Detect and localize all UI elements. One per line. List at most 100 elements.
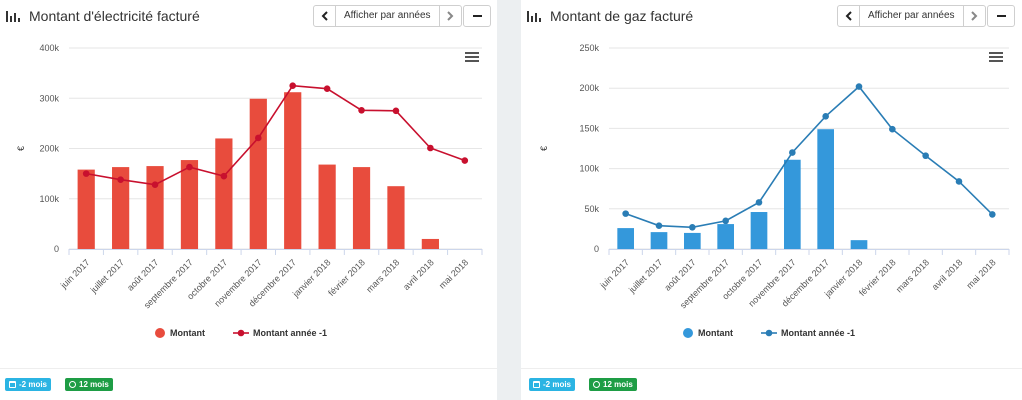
- bar[interactable]: [146, 166, 164, 249]
- bar[interactable]: [421, 238, 439, 249]
- view-by-years-button[interactable]: Afficher par années: [344, 10, 431, 21]
- legend-item[interactable]: Montant: [170, 328, 205, 338]
- data-point[interactable]: [461, 157, 469, 164]
- data-point[interactable]: [722, 217, 729, 225]
- x-tick-label: août 2017: [662, 257, 697, 292]
- x-tick-label: juillet 2017: [88, 257, 126, 295]
- data-point[interactable]: [955, 178, 963, 185]
- bar[interactable]: [249, 98, 267, 249]
- bar[interactable]: [817, 129, 834, 249]
- data-point[interactable]: [989, 211, 996, 218]
- data-point[interactable]: [622, 210, 629, 217]
- series-line: [86, 84, 466, 186]
- minus-icon[interactable]: [987, 5, 1015, 27]
- y-axis-title: €: [16, 146, 26, 151]
- view-by-years-button[interactable]: Afficher par années: [868, 10, 955, 21]
- data-point[interactable]: [889, 125, 896, 133]
- y-tick-label: 0: [54, 244, 59, 254]
- data-point[interactable]: [755, 199, 763, 206]
- gas-panel: Montant de gaz facturé Afficher par anné…: [521, 0, 1022, 400]
- legend-marker[interactable]: [237, 329, 245, 337]
- x-tick-label: mai 2018: [437, 257, 470, 290]
- data-point[interactable]: [358, 107, 365, 114]
- legend-marker[interactable]: [683, 328, 693, 338]
- minus-icon[interactable]: [463, 5, 491, 27]
- hamburger-menu-icon[interactable]: [989, 52, 1003, 63]
- series-line: [625, 85, 993, 229]
- data-point[interactable]: [689, 223, 696, 231]
- data-point[interactable]: [855, 83, 863, 90]
- chevron-left-icon[interactable]: [838, 6, 860, 26]
- data-point[interactable]: [289, 82, 297, 89]
- bar[interactable]: [352, 167, 371, 249]
- period-badge: -2 mois: [529, 378, 576, 391]
- bar[interactable]: [77, 169, 95, 249]
- bar-chart-icon: [527, 11, 541, 22]
- panel-title: Montant de gaz facturé: [550, 8, 694, 24]
- x-tick-label: mars 2018: [364, 257, 401, 294]
- bar[interactable]: [717, 224, 734, 249]
- data-point[interactable]: [822, 113, 829, 120]
- y-tick-label: 300k: [39, 93, 59, 103]
- data-point[interactable]: [323, 85, 331, 93]
- bar[interactable]: [684, 232, 701, 249]
- period-navigator: Afficher par années: [837, 5, 986, 27]
- bar-chart-icon: [6, 11, 20, 22]
- y-tick-label: 100k: [579, 164, 599, 174]
- data-point[interactable]: [186, 163, 193, 171]
- x-tick-label: février 2018: [326, 257, 367, 298]
- hamburger-menu-icon[interactable]: [465, 52, 479, 63]
- y-tick-label: 400k: [39, 43, 59, 53]
- data-point[interactable]: [151, 181, 159, 188]
- data-point[interactable]: [922, 152, 929, 160]
- bar[interactable]: [784, 159, 801, 249]
- bar[interactable]: [617, 228, 634, 249]
- bar[interactable]: [180, 160, 199, 249]
- clock-icon: [69, 381, 76, 388]
- legend-marker[interactable]: [765, 329, 773, 337]
- chevron-right-icon[interactable]: [962, 6, 985, 26]
- y-tick-label: 50k: [584, 204, 599, 214]
- x-tick-label: mai 2018: [964, 257, 997, 290]
- legend-item[interactable]: Montant: [698, 328, 733, 338]
- data-point[interactable]: [82, 170, 90, 177]
- bar[interactable]: [750, 212, 768, 249]
- data-point[interactable]: [392, 107, 400, 115]
- x-tick-label: juin 2017: [58, 257, 92, 291]
- x-tick-label: juin 2017: [597, 257, 631, 291]
- bar[interactable]: [387, 186, 405, 249]
- data-point[interactable]: [254, 134, 262, 142]
- bar[interactable]: [284, 92, 302, 249]
- y-axis-title: €: [539, 146, 549, 151]
- x-tick-label: août 2017: [125, 257, 160, 292]
- divider: [521, 368, 1022, 369]
- chevron-right-icon[interactable]: [438, 6, 461, 26]
- chevron-left-icon[interactable]: [314, 6, 336, 26]
- data-point[interactable]: [117, 176, 124, 183]
- bar[interactable]: [112, 167, 130, 249]
- y-tick-label: 200k: [39, 144, 59, 154]
- bar[interactable]: [850, 240, 868, 249]
- data-point[interactable]: [220, 172, 228, 180]
- period-badge: -2 mois: [5, 378, 52, 391]
- calendar-icon: [533, 381, 540, 388]
- data-point[interactable]: [427, 144, 434, 152]
- legend-item[interactable]: Montant année -1: [253, 328, 327, 338]
- x-tick-label: avril 2018: [401, 257, 436, 292]
- electricity-panel: Montant d'électricité facturé Afficher p…: [0, 0, 497, 400]
- duration-badge: 12 mois: [65, 378, 113, 391]
- legend-marker[interactable]: [155, 328, 165, 338]
- calendar-icon: [9, 381, 16, 388]
- y-tick-label: 200k: [579, 83, 599, 93]
- bar[interactable]: [650, 232, 668, 249]
- data-point[interactable]: [789, 149, 796, 156]
- bar[interactable]: [318, 164, 336, 249]
- data-point[interactable]: [655, 222, 663, 229]
- panel-header: Montant de gaz facturé Afficher par anné…: [521, 0, 1022, 34]
- divider: [0, 368, 497, 369]
- legend-item[interactable]: Montant année -1: [781, 328, 855, 338]
- bar[interactable]: [215, 138, 233, 249]
- clock-icon: [593, 381, 600, 388]
